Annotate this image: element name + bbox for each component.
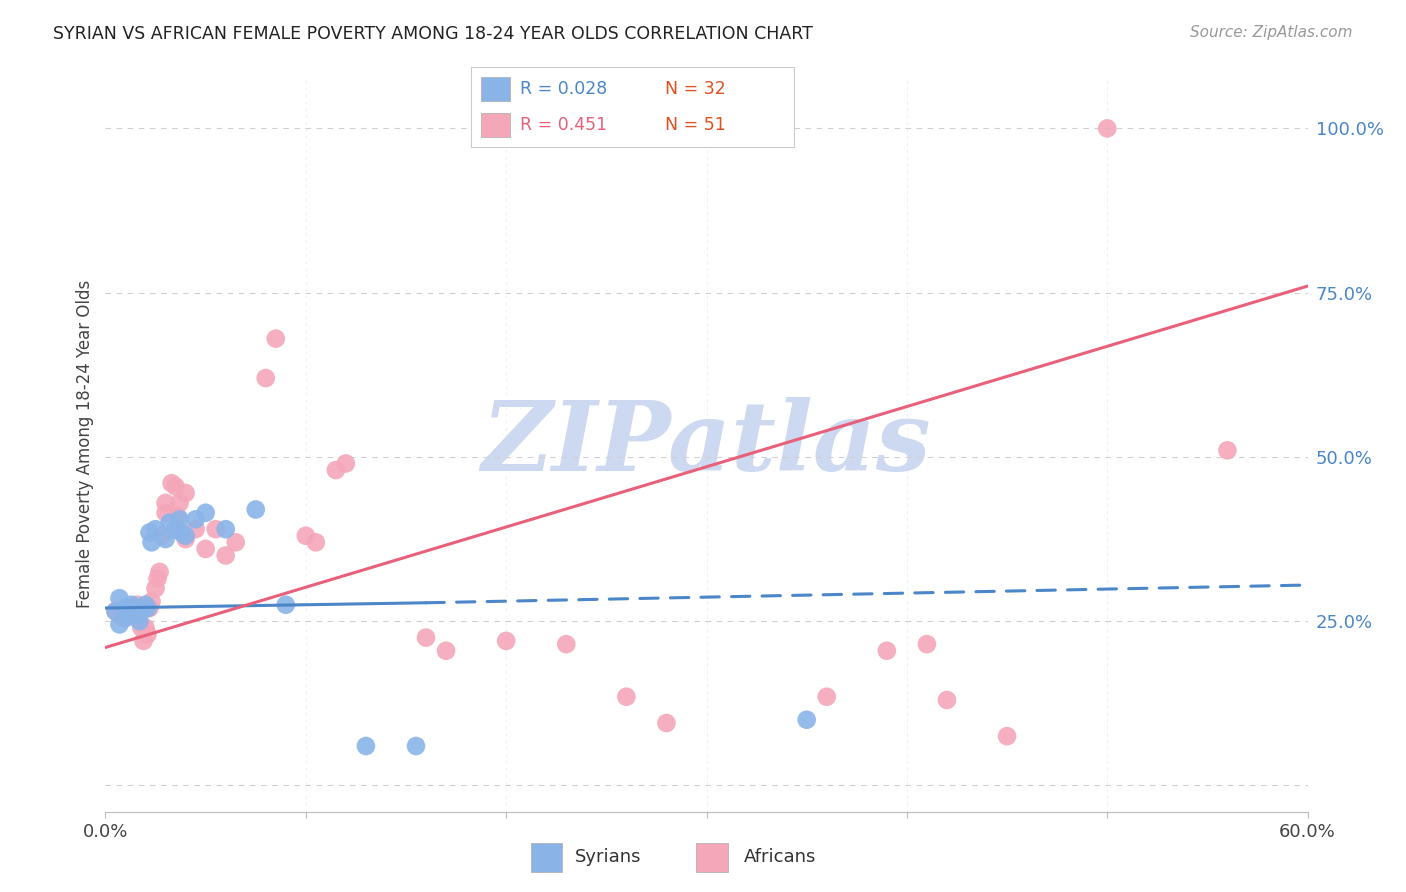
Text: Africans: Africans: [744, 847, 815, 866]
Point: [325, 463, 347, 477]
Y-axis label: Female Poverty Among 18-24 Year Olds: Female Poverty Among 18-24 Year Olds: [76, 280, 94, 607]
Point: [335, 457, 357, 471]
Point: [169, 512, 191, 526]
Point: [131, 621, 153, 635]
Text: SYRIAN VS AFRICAN FEMALE POVERTY AMONG 18-24 YEAR OLDS CORRELATION CHART: SYRIAN VS AFRICAN FEMALE POVERTY AMONG 1…: [53, 25, 813, 43]
Point: [915, 637, 938, 651]
Point: [155, 506, 177, 520]
FancyBboxPatch shape: [696, 843, 728, 872]
Point: [114, 611, 136, 625]
Text: N = 51: N = 51: [665, 116, 725, 134]
Text: R = 0.028: R = 0.028: [520, 80, 607, 98]
Point: [150, 529, 173, 543]
Point: [121, 607, 143, 622]
Point: [138, 525, 160, 540]
FancyBboxPatch shape: [481, 78, 510, 102]
Point: [225, 535, 247, 549]
Point: [295, 529, 318, 543]
Point: [264, 332, 287, 346]
Point: [108, 617, 131, 632]
Point: [184, 522, 207, 536]
Point: [305, 535, 328, 549]
Point: [135, 598, 157, 612]
Point: [112, 611, 135, 625]
Text: R = 0.451: R = 0.451: [520, 116, 606, 134]
Point: [160, 476, 183, 491]
Point: [121, 598, 143, 612]
FancyBboxPatch shape: [531, 843, 562, 872]
Point: [354, 739, 377, 753]
Point: [796, 713, 818, 727]
Point: [655, 716, 678, 731]
Point: [204, 522, 226, 536]
Point: [405, 739, 427, 753]
Point: [1216, 443, 1239, 458]
Point: [194, 506, 217, 520]
FancyBboxPatch shape: [481, 112, 510, 136]
Point: [214, 522, 236, 536]
Point: [434, 644, 457, 658]
Point: [555, 637, 578, 651]
Point: [135, 621, 157, 635]
Point: [815, 690, 838, 704]
Point: [127, 607, 149, 622]
Point: [148, 565, 170, 579]
Point: [936, 693, 959, 707]
Text: N = 32: N = 32: [665, 80, 725, 98]
Point: [136, 627, 159, 641]
Point: [141, 594, 163, 608]
Point: [194, 541, 217, 556]
Point: [104, 604, 127, 618]
Point: [132, 633, 155, 648]
Point: [145, 582, 167, 596]
Point: [155, 532, 177, 546]
Point: [166, 509, 188, 524]
Point: [121, 607, 143, 622]
Point: [174, 532, 197, 546]
Point: [114, 611, 136, 625]
Point: [165, 522, 187, 536]
Point: [118, 607, 141, 622]
Point: [124, 601, 146, 615]
Point: [122, 607, 145, 622]
Point: [254, 371, 277, 385]
Point: [108, 591, 131, 606]
Text: ZIPatlas: ZIPatlas: [482, 397, 931, 491]
Point: [124, 604, 146, 618]
Point: [141, 535, 163, 549]
Point: [245, 502, 267, 516]
Point: [136, 601, 159, 615]
Point: [415, 631, 437, 645]
Point: [876, 644, 898, 658]
Point: [616, 690, 638, 704]
Text: Syrians: Syrians: [575, 847, 641, 866]
Point: [146, 572, 169, 586]
Point: [145, 522, 167, 536]
Point: [165, 479, 187, 493]
Point: [128, 614, 150, 628]
Point: [127, 598, 149, 612]
Point: [174, 529, 197, 543]
Point: [184, 512, 207, 526]
Point: [170, 525, 193, 540]
Point: [138, 601, 160, 615]
Point: [169, 496, 191, 510]
Point: [131, 604, 153, 618]
Point: [274, 598, 297, 612]
Point: [214, 549, 236, 563]
Point: [995, 729, 1018, 743]
Point: [159, 516, 181, 530]
Point: [108, 607, 131, 622]
Point: [104, 604, 127, 618]
Point: [118, 601, 141, 615]
Point: [155, 496, 177, 510]
Point: [174, 486, 197, 500]
Text: Source: ZipAtlas.com: Source: ZipAtlas.com: [1189, 25, 1353, 40]
Point: [495, 633, 517, 648]
Point: [114, 601, 136, 615]
Point: [128, 601, 150, 615]
Point: [1097, 121, 1119, 136]
